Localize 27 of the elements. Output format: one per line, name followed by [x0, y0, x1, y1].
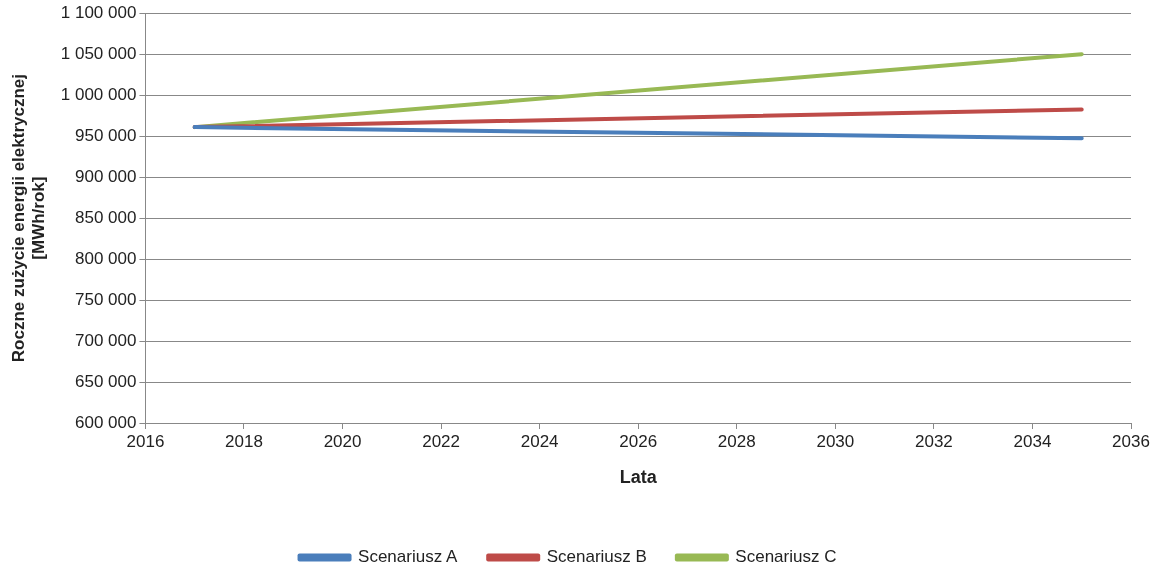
legend-label: Scenariusz C — [735, 547, 837, 567]
y-tick-label: 600 000 — [74, 412, 137, 432]
x-tick-label: 2022 — [422, 431, 461, 451]
y-tick-label: 800 000 — [74, 248, 137, 268]
y-axis-title: Roczne zużycie energii elektrycznej [MWh/rok] — [8, 74, 49, 363]
x-axis-title: Lata — [619, 467, 658, 488]
legend-label: Scenariusz B — [546, 547, 647, 567]
y-tick-label: 1 000 000 — [60, 84, 137, 104]
y-tick-label: 950 000 — [74, 125, 137, 145]
x-tick-label: 2016 — [126, 431, 165, 451]
y-tick-label: 850 000 — [74, 207, 137, 227]
x-tick-label: 2026 — [619, 431, 658, 451]
x-tick-label: 2032 — [914, 431, 953, 451]
x-tick-label: 2024 — [520, 431, 559, 451]
y-tick-label: 1 050 000 — [60, 43, 137, 63]
y-tick-label: 650 000 — [74, 371, 137, 391]
x-tick-label: 2020 — [323, 431, 362, 451]
x-tick-label: 2036 — [1112, 431, 1150, 451]
y-tick-label: 900 000 — [74, 166, 137, 186]
y-tick-label: 700 000 — [74, 330, 137, 350]
x-tick-label: 2030 — [816, 431, 855, 451]
x-tick-label: 2028 — [717, 431, 756, 451]
x-tick-label: 2034 — [1013, 431, 1052, 451]
x-tick-label: 2018 — [225, 431, 263, 451]
legend-label: Scenariusz A — [358, 547, 458, 567]
y-tick-label: 1 100 000 — [60, 2, 137, 22]
y-tick-label: 750 000 — [74, 289, 137, 309]
